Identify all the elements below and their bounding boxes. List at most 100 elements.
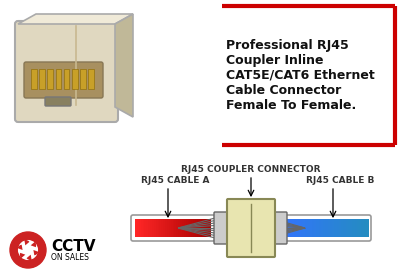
Polygon shape xyxy=(18,14,133,24)
Bar xyxy=(193,219,196,237)
Bar xyxy=(318,219,321,237)
Text: RJ45 CABLE A: RJ45 CABLE A xyxy=(141,176,209,185)
Bar xyxy=(64,69,69,89)
Bar xyxy=(188,219,190,237)
Bar xyxy=(296,219,299,237)
Bar xyxy=(174,219,177,237)
Bar xyxy=(354,219,357,237)
Bar xyxy=(206,219,209,237)
Wedge shape xyxy=(34,250,38,255)
Circle shape xyxy=(10,232,46,268)
Bar xyxy=(163,219,166,237)
Bar xyxy=(148,219,150,237)
FancyBboxPatch shape xyxy=(227,199,275,257)
Bar xyxy=(314,219,317,237)
Bar xyxy=(146,219,149,237)
Bar xyxy=(202,219,205,237)
Bar xyxy=(161,219,164,237)
Bar xyxy=(300,219,303,237)
Bar xyxy=(191,219,194,237)
Bar xyxy=(56,69,61,89)
Wedge shape xyxy=(24,240,30,245)
Bar xyxy=(316,219,319,237)
Bar xyxy=(339,219,342,237)
Bar xyxy=(292,219,294,237)
Bar xyxy=(348,219,350,237)
Bar xyxy=(142,219,145,237)
Bar xyxy=(359,219,362,237)
Wedge shape xyxy=(18,245,23,250)
Bar xyxy=(39,69,45,89)
Circle shape xyxy=(19,241,37,259)
Bar xyxy=(189,219,192,237)
FancyBboxPatch shape xyxy=(15,21,118,122)
Bar xyxy=(176,219,179,237)
Bar xyxy=(352,219,355,237)
Bar xyxy=(364,219,366,237)
Bar xyxy=(343,219,346,237)
Bar xyxy=(154,219,156,237)
Bar xyxy=(80,69,86,89)
Bar xyxy=(156,219,158,237)
Bar xyxy=(150,219,152,237)
Bar xyxy=(312,219,314,237)
Bar xyxy=(323,219,326,237)
Bar xyxy=(278,219,281,237)
Bar xyxy=(357,219,360,237)
Text: Professional RJ45
Coupler Inline
CAT5E/CAT6 Ethernet
Cable Connector
Female To F: Professional RJ45 Coupler Inline CAT5E/C… xyxy=(226,38,374,111)
Bar xyxy=(137,219,139,237)
Wedge shape xyxy=(26,255,32,260)
Bar xyxy=(172,219,175,237)
Bar xyxy=(328,219,330,237)
Text: RJ45 CABLE B: RJ45 CABLE B xyxy=(306,176,374,185)
Bar xyxy=(332,219,335,237)
Text: ON SALES: ON SALES xyxy=(51,254,89,262)
Bar xyxy=(167,219,169,237)
Bar xyxy=(48,69,53,89)
FancyBboxPatch shape xyxy=(269,212,287,244)
Bar xyxy=(159,219,162,237)
Text: CCTV: CCTV xyxy=(51,239,96,254)
Bar xyxy=(366,219,368,237)
Bar xyxy=(321,219,324,237)
Bar xyxy=(336,219,339,237)
Bar xyxy=(298,219,301,237)
Bar xyxy=(135,219,137,237)
Bar xyxy=(289,219,292,237)
Bar xyxy=(184,219,186,237)
Bar xyxy=(201,219,203,237)
Bar xyxy=(204,219,207,237)
Bar xyxy=(186,219,188,237)
Bar xyxy=(361,219,364,237)
Bar xyxy=(341,219,344,237)
Bar xyxy=(197,219,199,237)
Bar xyxy=(305,219,308,237)
Bar xyxy=(195,219,197,237)
Bar xyxy=(346,219,348,237)
Bar xyxy=(182,219,184,237)
Bar xyxy=(285,219,288,237)
Bar xyxy=(208,219,210,237)
Bar xyxy=(330,219,332,237)
Bar xyxy=(280,219,283,237)
Bar xyxy=(180,219,182,237)
Wedge shape xyxy=(20,253,25,258)
Polygon shape xyxy=(115,14,133,117)
Bar xyxy=(72,69,78,89)
Bar xyxy=(310,219,312,237)
Bar xyxy=(325,219,328,237)
Bar xyxy=(307,219,310,237)
Bar xyxy=(169,219,171,237)
Bar xyxy=(158,219,160,237)
Bar xyxy=(334,219,337,237)
Bar xyxy=(139,219,141,237)
FancyBboxPatch shape xyxy=(45,97,71,106)
Bar xyxy=(287,219,290,237)
Circle shape xyxy=(26,248,30,252)
FancyBboxPatch shape xyxy=(214,212,232,244)
Bar xyxy=(152,219,154,237)
Bar xyxy=(165,219,167,237)
Bar xyxy=(171,219,173,237)
Text: RJ45 COUPLER CONNECTOR: RJ45 COUPLER CONNECTOR xyxy=(181,165,321,174)
Bar xyxy=(178,219,180,237)
